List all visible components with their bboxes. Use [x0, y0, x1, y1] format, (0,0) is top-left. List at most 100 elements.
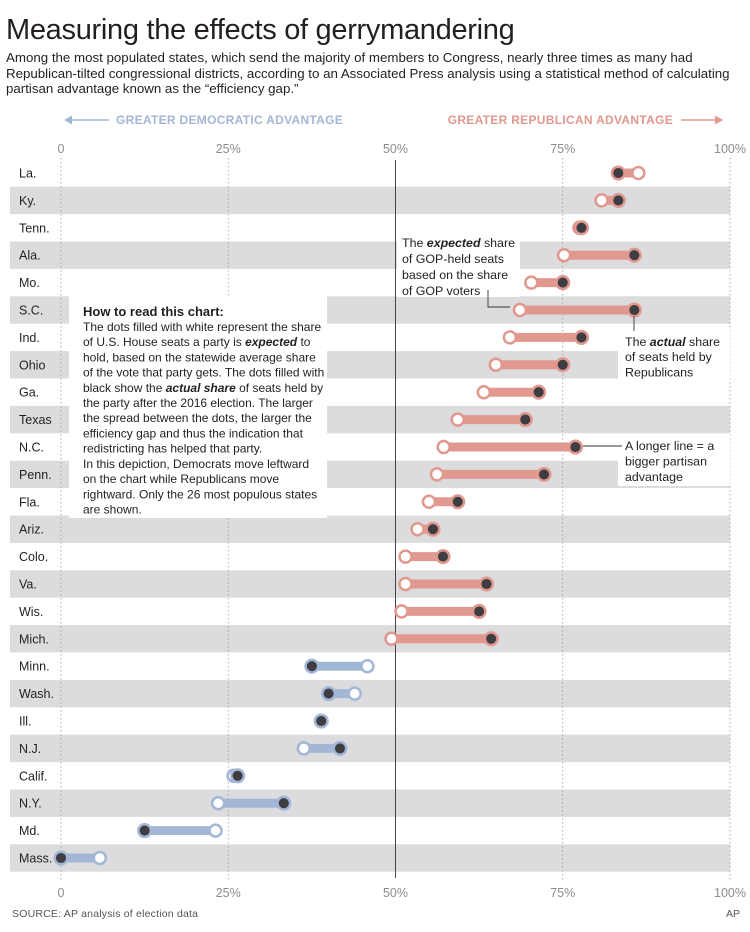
actual-dot [536, 466, 552, 482]
expected-dot [208, 823, 223, 838]
dem-direction-label: GREATER DEMOCRATIC ADVANTAGE [116, 113, 343, 127]
expected-share-note: The expected share [402, 236, 515, 250]
expected-dot [92, 850, 108, 866]
state-label: Penn. [19, 468, 52, 482]
actual-dot [321, 686, 337, 702]
expected-dot [394, 604, 409, 619]
state-label: Mass. [19, 852, 52, 866]
actual-dot [137, 823, 153, 839]
x-tick-label-top: 25% [216, 142, 241, 156]
actual-dot [531, 384, 547, 400]
actual-dot [435, 549, 451, 565]
expected-share-note: based on the share [402, 268, 508, 282]
state-label: N.Y. [19, 797, 42, 811]
actual-share-note: of seats held by [625, 350, 713, 364]
state-label: Fla. [19, 495, 40, 509]
state-label: Ga. [19, 386, 39, 400]
state-label: S.C. [19, 304, 43, 318]
actual-dot [626, 302, 642, 318]
actual-dot [517, 412, 533, 428]
how-to-read-text: In this depiction, Democrats move leftwa… [83, 457, 309, 471]
state-label: Minn. [19, 660, 50, 674]
expected-dot [556, 247, 572, 263]
actual-note-box [618, 330, 730, 380]
state-label: Md. [19, 824, 40, 838]
how-to-read-text: efficiency gap and thus the indication t… [83, 426, 304, 440]
expected-dot [296, 741, 312, 756]
how-to-read-box [69, 296, 327, 518]
expected-share-note: of GOP-held seats [402, 252, 504, 266]
actual-dot [573, 220, 590, 236]
line-note-box [618, 434, 730, 486]
x-tick-label-top: 100% [714, 142, 746, 156]
state-label: Calif. [19, 769, 47, 783]
expected-dot [436, 439, 451, 455]
expected-dot [429, 467, 445, 482]
actual-share-note: The actual share [625, 335, 720, 349]
state-label: Ohio [19, 358, 45, 372]
actual-share-note: Republicans [625, 366, 693, 380]
row-band [10, 734, 730, 763]
state-label: Mo. [19, 276, 40, 290]
row-band [10, 515, 730, 543]
x-tick-label-bottom: 75% [550, 886, 575, 900]
x-tick-label-bottom: 25% [216, 886, 241, 900]
expected-dot [347, 686, 362, 701]
how-to-read-text: hold, based on the statewide average sha… [83, 350, 316, 364]
state-label: N.J. [19, 742, 41, 756]
state-label: Ariz. [19, 523, 44, 537]
x-tick-label-bottom: 50% [383, 886, 408, 900]
state-label: La. [19, 167, 36, 181]
actual-dot [53, 850, 69, 866]
state-label: Colo. [19, 550, 48, 564]
expected-dot [524, 275, 539, 290]
longer-line-note: bigger partisan [625, 455, 707, 469]
x-tick-label-top: 50% [383, 142, 408, 156]
expected-dot [410, 521, 425, 537]
actual-dot [313, 713, 329, 729]
expected-dot [398, 549, 413, 564]
state-label: Ill. [19, 715, 32, 729]
expected-share-note: of GOP voters [402, 284, 480, 298]
how-to-read-text: of the vote that party gets. The dots fi… [83, 366, 324, 380]
actual-dot [483, 631, 499, 647]
expected-dot [450, 412, 465, 427]
expected-dot [476, 384, 492, 400]
expected-note-leader [487, 290, 510, 308]
expected-dot [488, 357, 504, 373]
state-label: Va. [19, 578, 37, 592]
expected-dot [210, 795, 226, 811]
longer-line-note: A longer line = a [625, 439, 714, 453]
dem-arrow-head [64, 115, 72, 125]
actual-dot [626, 247, 642, 263]
x-tick-label-top: 0 [58, 142, 65, 156]
actual-dot [573, 329, 590, 345]
row-band [10, 789, 730, 817]
expected-dot [512, 302, 528, 318]
actual-dot [555, 357, 571, 373]
expected-dot [360, 658, 375, 674]
actual-dot [332, 740, 348, 756]
how-to-read-text: the party after the 2016 election. The l… [83, 396, 313, 410]
actual-dot [304, 658, 320, 674]
how-to-read-text: redistricting has helped that party. [83, 442, 262, 456]
expected-dot [594, 193, 609, 208]
x-tick-label-top: 75% [550, 142, 575, 156]
longer-line-note: advantage [625, 470, 683, 484]
expected-dot [398, 576, 413, 592]
state-label: Mich. [19, 632, 49, 646]
how-to-read-title: How to read this chart: [83, 304, 224, 319]
actual-dot [230, 768, 246, 784]
expected-note-box [397, 233, 520, 297]
expected-dot [384, 631, 399, 647]
state-label: N.C. [19, 441, 44, 455]
state-label: Wis. [19, 605, 43, 619]
expected-dot [421, 494, 437, 510]
row-band [10, 679, 730, 708]
state-label: Texas [19, 413, 52, 427]
actual-dot [276, 795, 292, 811]
expected-dot [631, 165, 646, 181]
actual-dot [555, 275, 571, 291]
rep-arrow-head [715, 115, 723, 125]
actual-dot [567, 439, 584, 455]
